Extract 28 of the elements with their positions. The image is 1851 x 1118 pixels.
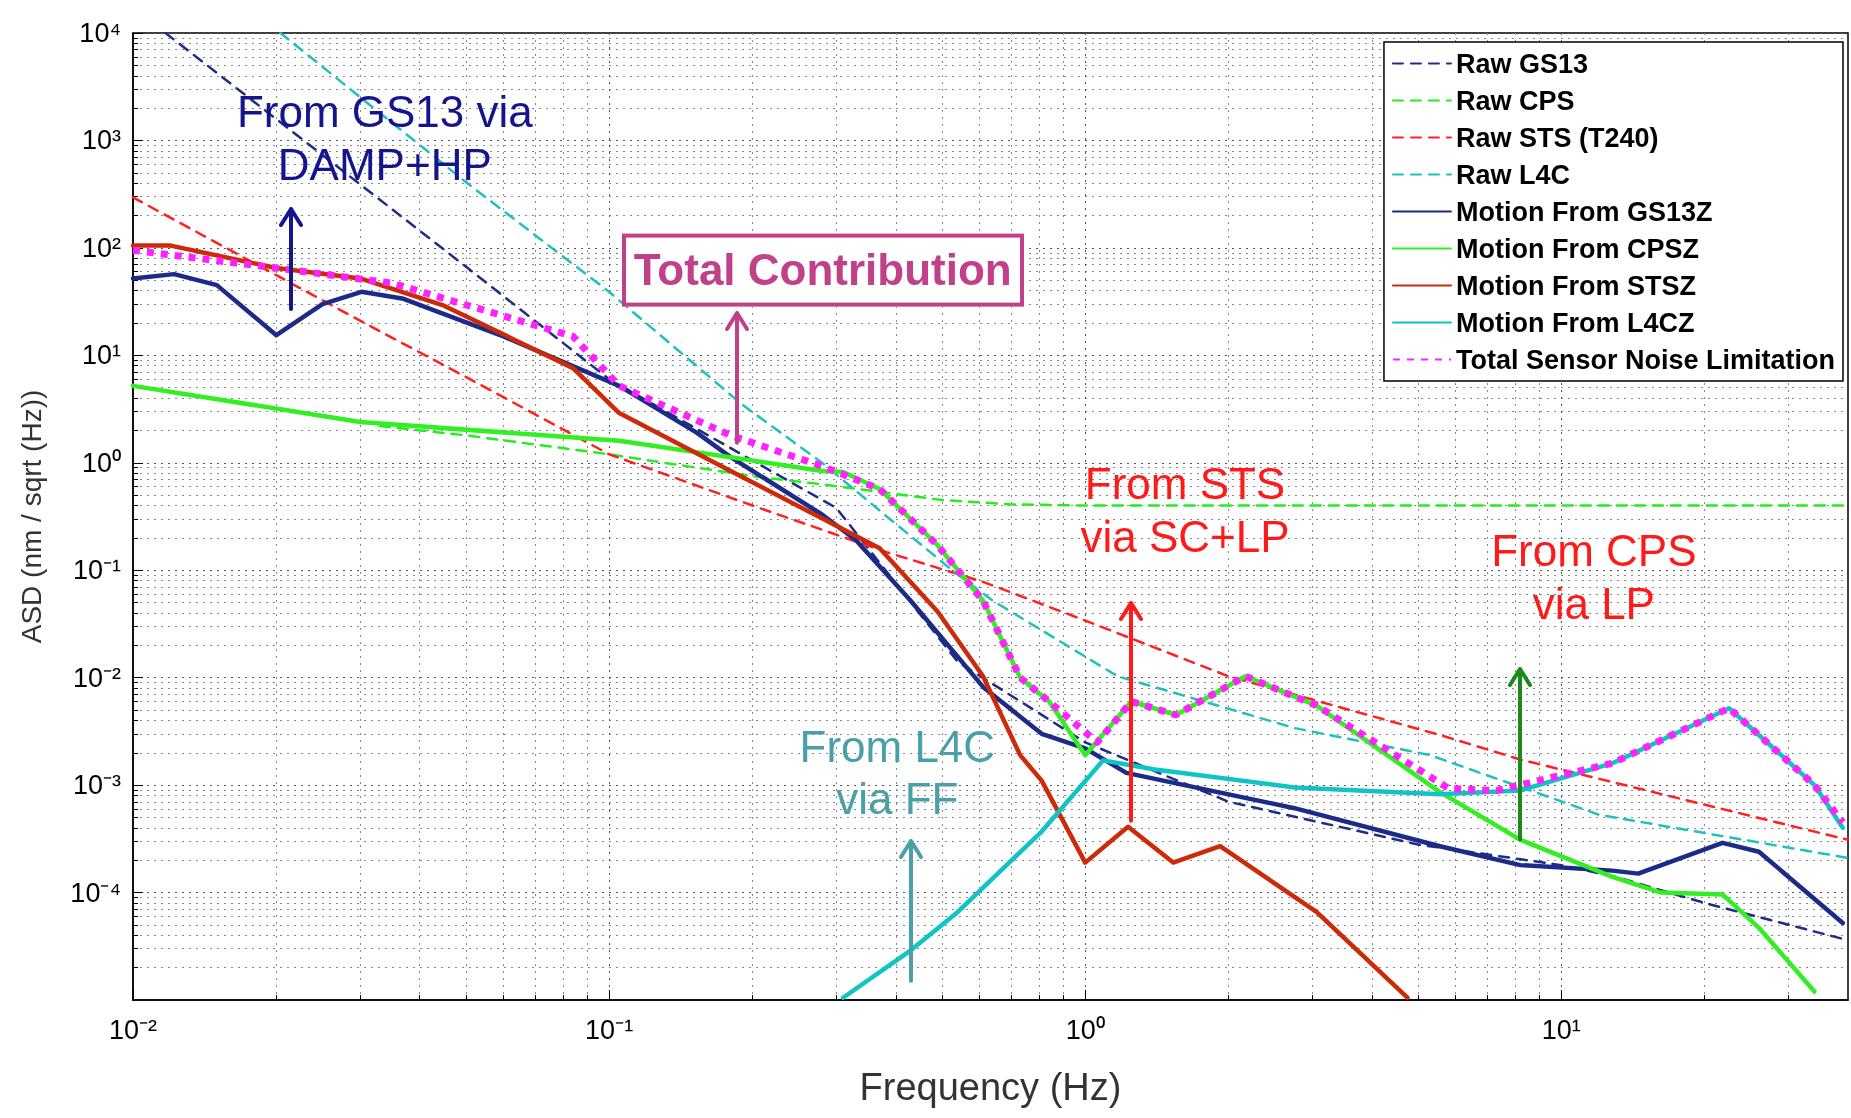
x-tick-label: 10⁻¹ xyxy=(585,1014,634,1045)
y-tick-label: 10⁴ xyxy=(79,18,121,48)
legend-label: Motion From L4CZ xyxy=(1455,307,1695,338)
y-tick-label: 10⁰ xyxy=(81,447,121,478)
legend-label: Total Sensor Noise Limitation xyxy=(1455,344,1836,375)
legend-label: Raw L4C xyxy=(1455,159,1570,190)
y-tick-label: 10¹ xyxy=(81,340,121,371)
x-tick-label: 10⁻² xyxy=(108,1014,158,1045)
legend-label: Motion From GS13Z xyxy=(1455,196,1713,227)
legend-label: Motion From STSZ xyxy=(1455,270,1696,301)
annotation: From L4C via FF xyxy=(798,720,997,826)
y-tick-label: 10³ xyxy=(81,125,121,156)
x-tick-label: 10⁰ xyxy=(1065,1014,1105,1045)
legend-label: Raw GS13 xyxy=(1455,48,1589,79)
y-axis-title: ASD (nm / sqrt (Hz)) xyxy=(15,389,47,644)
y-tick-label: 10² xyxy=(81,232,121,263)
x-axis-title: Frequency (Hz) xyxy=(859,1066,1122,1108)
y-tick-label: 10⁻⁴ xyxy=(70,877,121,908)
text-frame: Total Contribution xyxy=(621,233,1024,307)
annotation: From STS via SC+LP xyxy=(1079,458,1291,564)
annotation: From CPS via LP xyxy=(1490,525,1698,631)
y-tick-label: 10⁻¹ xyxy=(72,555,121,586)
x-tick-label: 10¹ xyxy=(1541,1014,1581,1045)
legend-label: Raw CPS xyxy=(1455,85,1575,116)
legend-label: Raw STS (T240) xyxy=(1455,122,1659,153)
y-tick-label: 10⁻³ xyxy=(72,770,121,801)
legend-label: Motion From CPSZ xyxy=(1455,233,1699,264)
y-tick-label: 10⁻² xyxy=(72,662,121,693)
